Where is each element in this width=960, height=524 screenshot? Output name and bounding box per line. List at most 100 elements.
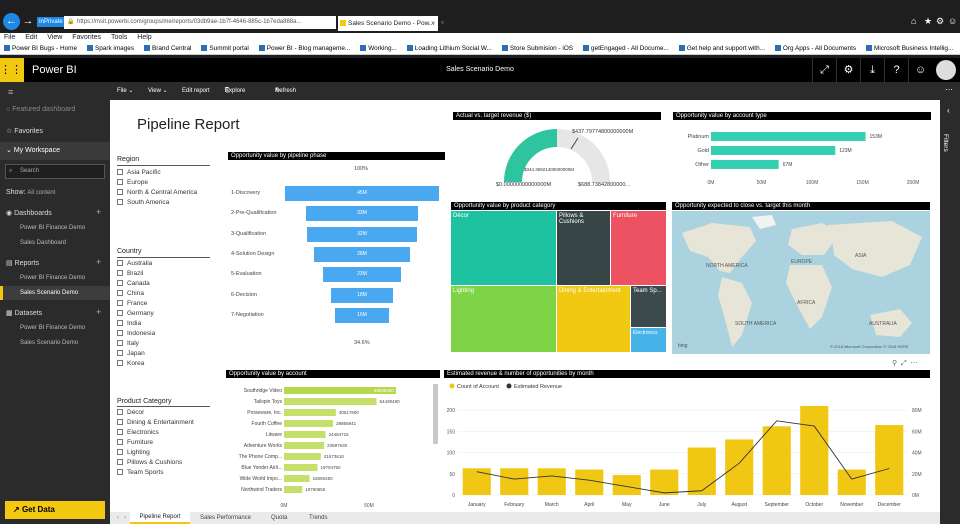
account-bar[interactable]: [284, 431, 326, 438]
menu-help[interactable]: Help: [137, 34, 152, 41]
account-bar[interactable]: [284, 475, 310, 482]
slicer-item[interactable]: China: [117, 290, 144, 297]
slicer-item[interactable]: Germany: [117, 310, 154, 317]
favorite-link[interactable]: Power BI - Blog manageme...: [255, 43, 354, 54]
app-launcher-icon[interactable]: ⋮⋮⋮: [0, 58, 33, 82]
settings-gear-icon[interactable]: ⚙: [936, 16, 945, 26]
treemap-tile-furniture[interactable]: Furniture: [611, 211, 666, 285]
nav-dashboards[interactable]: ◉ Dashboards: [6, 210, 52, 217]
acct-type-bar[interactable]: [711, 132, 866, 141]
hamburger-icon[interactable]: ≡: [8, 87, 14, 97]
checkbox-icon[interactable]: [117, 419, 123, 425]
favorite-link[interactable]: Store Submision - iOS: [498, 43, 577, 54]
browser-tab[interactable]: Sales Scenario Demo - Pow... ×: [338, 16, 438, 31]
get-data-button[interactable]: ↗ Get Data: [5, 501, 105, 519]
treemap-chart[interactable]: Décor Pillows & Cushions Furniture Light…: [451, 211, 666, 352]
monthly-combo-chart[interactable]: Count of Account Estimated Revenue 0 50 100 1…: [444, 379, 930, 512]
brand-name[interactable]: Power BI: [32, 64, 77, 76]
acct-type-bar-chart[interactable]: Platinum 153M Gold 123M Other 67M 0M 50M 100M 150…: [673, 122, 931, 190]
checkbox-icon[interactable]: [117, 310, 123, 316]
checkbox-icon[interactable]: [117, 409, 123, 415]
checkbox-icon[interactable]: [117, 270, 123, 276]
funnel-bar[interactable]: 18M: [331, 287, 393, 303]
slicer-item[interactable]: Furniture: [117, 439, 153, 446]
month-column[interactable]: [762, 426, 791, 495]
slicer-item[interactable]: South America: [117, 199, 169, 206]
account-bar[interactable]: [284, 453, 321, 460]
checkbox-icon[interactable]: [117, 199, 123, 205]
tab-sales-performance[interactable]: Sales Performance: [200, 515, 252, 521]
account-bar[interactable]: [284, 464, 318, 471]
account-bar[interactable]: [284, 398, 377, 405]
back-button[interactable]: ←: [3, 13, 20, 30]
slicer-item[interactable]: Canada: [117, 280, 150, 287]
nav-dashboard-item[interactable]: Sales Dashboard: [20, 240, 67, 246]
checkbox-icon[interactable]: [117, 439, 123, 445]
checkbox-icon[interactable]: [117, 429, 123, 435]
nav-dashboard-item[interactable]: Power BI Finance Demo: [20, 225, 86, 231]
funnel-bar[interactable]: 23M: [322, 267, 402, 283]
slicer-item[interactable]: Asia Pacific: [117, 169, 161, 176]
nav-datasets[interactable]: ▦ Datasets: [6, 310, 43, 317]
forward-button[interactable]: →: [22, 15, 34, 27]
new-tab-button[interactable]: ▫: [441, 18, 444, 27]
favorite-link[interactable]: Working...: [356, 43, 401, 54]
nav-reports[interactable]: ▤ Reports: [6, 260, 40, 267]
acct-type-bar[interactable]: [711, 146, 836, 155]
slicer-item[interactable]: India: [117, 320, 141, 327]
nav-favorites[interactable]: ☆ Favorites: [6, 128, 44, 135]
account-bar[interactable]: [284, 409, 336, 416]
gauge-chart[interactable]: [453, 120, 661, 198]
favorites-star-icon[interactable]: ★: [924, 16, 933, 26]
checkbox-icon[interactable]: [117, 330, 123, 336]
month-column[interactable]: [837, 469, 866, 495]
favorite-link[interactable]: Org Apps - All Documents: [771, 43, 860, 54]
month-column[interactable]: [687, 447, 716, 495]
nav-featured-dashboard[interactable]: ⌂ Featured dashboard: [6, 106, 76, 113]
checkbox-icon[interactable]: [117, 469, 123, 475]
nav-dataset-item[interactable]: Sales Scenario Demo: [20, 340, 79, 346]
checkbox-icon[interactable]: [117, 260, 123, 266]
checkbox-icon[interactable]: [117, 449, 123, 455]
checkbox-icon[interactable]: [117, 179, 123, 185]
add-dataset-icon[interactable]: +: [96, 307, 102, 317]
checkbox-icon[interactable]: [117, 280, 123, 286]
checkbox-icon[interactable]: [117, 350, 123, 356]
favorite-link[interactable]: Loading Lithium Social W...: [403, 43, 496, 54]
menu-view[interactable]: View: [47, 34, 63, 41]
slicer-item[interactable]: Brazil: [117, 270, 143, 277]
settings-icon[interactable]: ⚙: [836, 58, 860, 82]
avatar[interactable]: [936, 60, 956, 80]
revenue-line[interactable]: [476, 420, 890, 494]
add-dashboard-icon[interactable]: +: [96, 207, 102, 217]
feedback-smiley-icon[interactable]: ☺: [908, 58, 932, 82]
tab-prev-icon[interactable]: ‹: [117, 515, 119, 521]
map-visual[interactable]: NORTH AMERICA EUROPE ASIA AFRICA SOUTH A…: [672, 211, 930, 354]
slicer-item[interactable]: Pillows & Cushions: [117, 459, 182, 466]
slicer-item[interactable]: Décor: [117, 409, 144, 416]
treemap-tile-dining[interactable]: Dining & Entertainment: [557, 286, 630, 352]
nav-report-item-selected[interactable]: Sales Scenario Demo: [0, 286, 110, 300]
month-column[interactable]: [500, 468, 529, 495]
slicer-item[interactable]: Dining & Entertainment: [117, 419, 194, 426]
funnel-bar[interactable]: 28M: [314, 246, 410, 262]
slicer-item[interactable]: Electronics: [117, 429, 159, 436]
edit-report-button[interactable]: Edit report: [182, 88, 210, 94]
acct-type-bar[interactable]: [711, 160, 779, 169]
favorite-link[interactable]: Brand Central: [140, 43, 195, 54]
tab-quota[interactable]: Quota: [271, 515, 288, 521]
month-column[interactable]: [612, 475, 641, 495]
checkbox-icon[interactable]: [117, 300, 123, 306]
month-column[interactable]: [575, 469, 604, 495]
funnel-bar[interactable]: 16M: [334, 307, 390, 323]
focus-mode-icon[interactable]: ⤢: [901, 360, 907, 367]
home-icon[interactable]: ⌂: [911, 16, 917, 26]
favorite-link[interactable]: Power BI Bugs - Home: [0, 43, 81, 54]
feedback-icon[interactable]: ☺: [948, 16, 958, 26]
favorite-link[interactable]: Microsoft Business Intellig...: [862, 43, 957, 54]
tab-trends[interactable]: Trends: [309, 515, 328, 521]
checkbox-icon[interactable]: [117, 290, 123, 296]
checkbox-icon[interactable]: [117, 189, 123, 195]
treemap-tile-pillows[interactable]: Pillows & Cushions: [557, 211, 610, 285]
help-icon[interactable]: ?: [884, 58, 908, 82]
